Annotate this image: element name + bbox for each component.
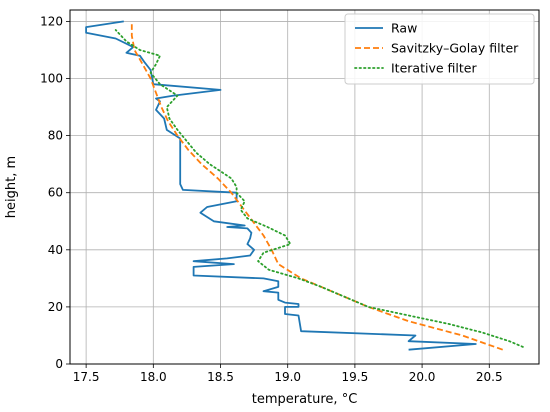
series-group xyxy=(85,20,524,351)
x-tick-label: 19.0 xyxy=(274,370,301,384)
x-tick-label: 19.5 xyxy=(342,370,369,384)
y-tick-label: 0 xyxy=(55,357,63,371)
y-tick-label: 120 xyxy=(40,14,63,28)
legend-label: Savitzky–Golay filter xyxy=(391,41,519,56)
x-tick-label: 18.0 xyxy=(140,370,167,384)
ticks: 17.5 18.0 18.5 19.0 19.5 20.0 20.5 0 20 40 60 80 100… xyxy=(40,14,503,384)
x-tick-label: 18.5 xyxy=(207,370,234,384)
y-axis-label: height, m xyxy=(4,156,19,218)
y-tick-label: 20 xyxy=(48,300,63,314)
legend: Raw Savitzky–Golay filter Iterative filter xyxy=(344,13,535,85)
legend-label: Iterative filter xyxy=(391,61,477,76)
x-axis-label: temperature, °C xyxy=(252,392,358,407)
x-tick-label: 20.5 xyxy=(476,370,503,384)
y-tick-label: 100 xyxy=(40,72,63,86)
plot-frame xyxy=(69,9,540,365)
y-tick-label: 40 xyxy=(48,243,63,257)
legend-label: Raw xyxy=(391,21,417,36)
series-line xyxy=(85,20,477,351)
legend-box xyxy=(344,13,535,85)
series-line xyxy=(114,29,524,348)
y-tick-label: 60 xyxy=(48,186,63,200)
x-tick-label: 20.0 xyxy=(409,370,436,384)
x-tick-label: 17.5 xyxy=(73,370,100,384)
y-tick-label: 80 xyxy=(48,129,63,143)
